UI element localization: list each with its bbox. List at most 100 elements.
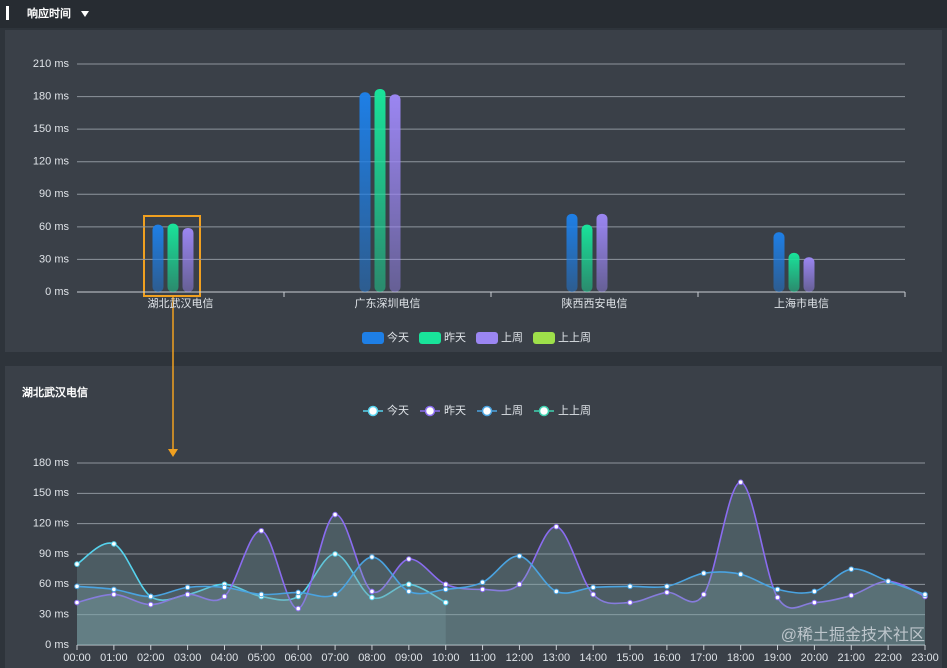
data-point	[848, 566, 855, 572]
bar	[359, 92, 371, 292]
data-point	[74, 583, 80, 590]
legend-label: 今天	[387, 403, 409, 417]
y-tick-label: 90 ms	[39, 548, 69, 560]
x-tick-label: 09:00	[395, 652, 423, 664]
bar	[167, 223, 179, 292]
data-point	[774, 594, 781, 601]
data-point	[406, 556, 412, 562]
x-tick-label: 12:00	[506, 652, 534, 664]
data-point	[74, 561, 80, 567]
legend-label: 昨天	[444, 331, 466, 344]
dropdown-arrow[interactable]	[81, 11, 89, 17]
y-tick-label: 60 ms	[39, 578, 69, 590]
y-tick-label: 180 ms	[33, 90, 70, 102]
header-bar	[0, 0, 947, 28]
data-point	[479, 586, 486, 593]
data-point	[147, 593, 154, 600]
data-point	[627, 599, 633, 606]
x-tick-label: 11:00	[469, 652, 496, 664]
legend-label: 上周	[501, 404, 523, 417]
data-point	[811, 588, 818, 595]
data-point	[848, 592, 855, 599]
x-tick-label: 04:00	[211, 652, 239, 664]
y-tick-label: 180 ms	[33, 457, 70, 469]
panel-top	[5, 30, 942, 352]
header-marker	[6, 6, 9, 20]
x-tick-label: 07:00	[321, 652, 349, 664]
x-tick-label: 00:00	[63, 652, 91, 664]
data-point	[406, 588, 412, 595]
y-tick-label: 90 ms	[39, 188, 69, 200]
bar	[803, 257, 815, 292]
data-point	[369, 594, 375, 601]
data-point	[111, 541, 117, 547]
data-point	[184, 584, 191, 591]
legend-label: 今天	[387, 330, 409, 344]
panel-bottom	[5, 366, 942, 668]
data-point	[258, 527, 265, 534]
data-point	[553, 588, 560, 595]
x-tick-label: 10:00	[432, 652, 460, 664]
y-tick-label: 120 ms	[33, 518, 70, 530]
legend-label: 上上周	[558, 404, 591, 417]
data-point	[737, 571, 744, 578]
y-tick-label: 150 ms	[33, 487, 70, 499]
data-point	[700, 570, 707, 577]
data-point	[111, 586, 117, 593]
data-point	[922, 591, 928, 598]
arrow-head	[168, 449, 178, 457]
data-point	[590, 584, 596, 591]
line-chart-title: 湖北武汉电信	[22, 385, 88, 399]
x-tick-label: 01:00	[100, 652, 128, 664]
legend-label: 上周	[501, 331, 523, 344]
x-tick-label: 14:00	[579, 652, 607, 664]
data-point	[221, 584, 228, 591]
x-tick-label: 上海市电信	[774, 296, 829, 310]
data-point	[516, 553, 523, 559]
bar	[773, 232, 785, 292]
data-point	[627, 583, 633, 590]
data-point	[221, 593, 228, 600]
y-tick-label: 30 ms	[39, 253, 69, 265]
series-area	[77, 543, 446, 645]
bar	[152, 224, 164, 292]
data-point	[258, 591, 265, 598]
legend-marker	[538, 405, 550, 417]
header-title[interactable]: 响应时间	[27, 6, 71, 20]
data-point	[516, 581, 523, 588]
y-tick-label: 210 ms	[33, 58, 70, 70]
series-area	[77, 555, 925, 645]
highlight-box	[143, 215, 201, 297]
legend-label: 上上周	[558, 331, 591, 344]
y-tick-label: 30 ms	[39, 609, 69, 621]
data-point	[295, 605, 302, 612]
data-point	[700, 591, 707, 598]
data-point	[147, 601, 154, 608]
y-tick-label: 60 ms	[39, 221, 69, 233]
x-tick-label: 03:00	[174, 652, 202, 664]
legend-marker	[424, 405, 436, 417]
data-point	[664, 583, 670, 590]
series-area	[77, 482, 925, 645]
legend-swatch	[533, 332, 555, 344]
series-line	[76, 481, 926, 610]
data-point	[111, 591, 117, 598]
x-tick-label: 17:00	[690, 652, 718, 664]
data-point	[885, 578, 891, 585]
data-point	[479, 579, 486, 586]
data-point	[295, 589, 302, 596]
data-point	[332, 551, 338, 557]
x-tick-label: 08:00	[358, 652, 386, 664]
series-line	[76, 555, 926, 598]
data-point	[442, 599, 449, 606]
x-tick-label: 陕西西安电信	[562, 296, 628, 310]
watermark: @稀土掘金技术社区	[781, 626, 925, 644]
bar	[596, 213, 608, 292]
data-point	[553, 523, 560, 530]
data-point	[332, 511, 338, 518]
data-point	[406, 581, 412, 588]
x-tick-label: 22:00	[874, 652, 902, 664]
bar	[788, 252, 800, 292]
x-tick-label: 湖北武汉电信	[148, 297, 214, 310]
